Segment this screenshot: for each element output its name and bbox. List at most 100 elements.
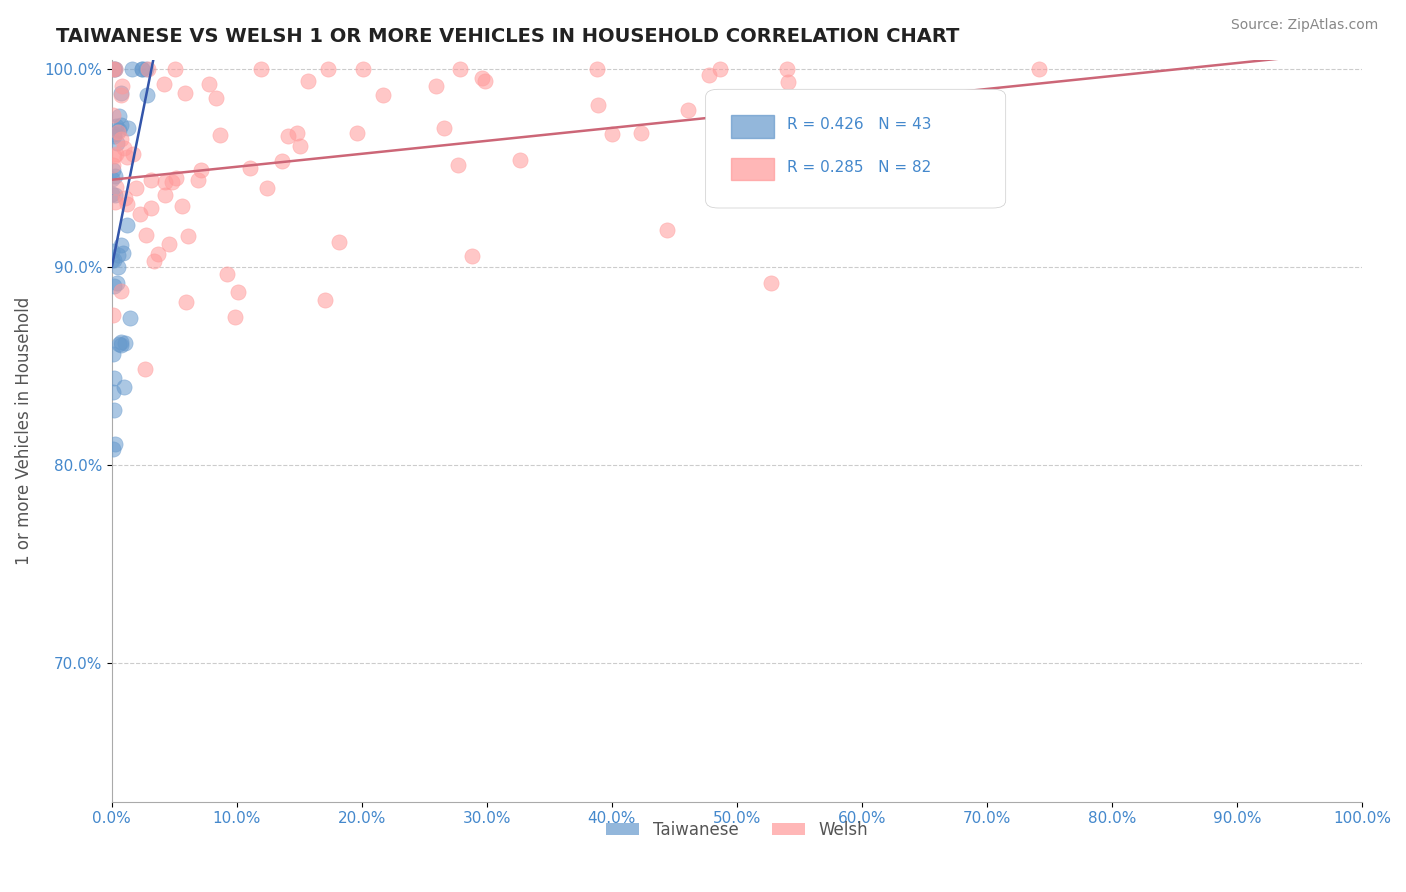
Point (250, 62, 273, 77)
Point (115, 196, 138, 211)
Point (709, 62, 731, 77)
Point (101, 62, 124, 77)
Text: R = 0.426   N = 43: R = 0.426 N = 43 (787, 118, 931, 132)
Text: TAIWANESE VS WELSH 1 OR MORE VEHICLES IN HOUSEHOLD CORRELATION CHART: TAIWANESE VS WELSH 1 OR MORE VEHICLES IN… (56, 27, 960, 45)
Point (239, 161, 262, 176)
Point (101, 157, 124, 171)
Point (135, 228, 157, 243)
Point (135, 87, 157, 102)
Point (226, 285, 249, 299)
Point (471, 71, 494, 86)
Point (187, 173, 209, 187)
Point (655, 223, 678, 237)
Point (630, 126, 652, 140)
Bar (731, 115, 775, 137)
Point (157, 236, 180, 251)
Point (776, 62, 799, 77)
Point (759, 276, 782, 290)
Point (104, 187, 127, 202)
Point (101, 163, 124, 178)
Point (142, 253, 165, 268)
Point (103, 129, 125, 144)
Point (162, 176, 184, 190)
Point (949, 110, 972, 124)
Point (297, 74, 319, 88)
Bar (731, 158, 775, 180)
Point (103, 370, 125, 384)
Point (103, 62, 125, 77)
Point (105, 147, 128, 161)
Point (433, 121, 456, 136)
Point (110, 337, 132, 351)
Point (107, 260, 129, 274)
Point (204, 91, 226, 105)
Point (174, 86, 197, 100)
Point (104, 62, 127, 77)
Point (114, 336, 136, 351)
Point (586, 62, 609, 77)
Point (134, 362, 156, 376)
Point (131, 62, 153, 77)
Point (103, 346, 125, 360)
Point (352, 62, 374, 77)
Point (111, 78, 134, 93)
Point (101, 108, 124, 122)
Point (288, 138, 311, 153)
FancyBboxPatch shape (706, 89, 1005, 208)
Point (110, 88, 132, 103)
Point (101, 308, 124, 322)
Point (129, 207, 152, 221)
Point (600, 127, 623, 141)
Point (215, 267, 238, 281)
Point (103, 62, 125, 77)
Point (101, 244, 124, 258)
Point (139, 202, 162, 216)
Point (118, 311, 141, 326)
Point (153, 174, 176, 188)
Point (110, 118, 132, 132)
Point (146, 247, 169, 261)
Point (276, 128, 298, 143)
Point (112, 141, 135, 155)
Point (256, 180, 278, 194)
Point (108, 336, 131, 351)
Point (107, 109, 129, 123)
Text: Source: ZipAtlas.com: Source: ZipAtlas.com (1230, 18, 1378, 32)
Point (103, 278, 125, 293)
Point (110, 131, 132, 145)
Point (346, 126, 368, 140)
Legend: Taiwanese, Welsh: Taiwanese, Welsh (599, 814, 875, 846)
Point (108, 123, 131, 137)
Point (139, 173, 162, 187)
Point (153, 188, 176, 202)
Point (285, 126, 308, 140)
Point (107, 136, 129, 150)
Point (136, 62, 159, 77)
Point (103, 149, 125, 163)
Point (678, 103, 700, 118)
Point (208, 128, 231, 143)
Text: R = 0.285   N = 82: R = 0.285 N = 82 (787, 160, 931, 175)
Point (104, 437, 127, 451)
Point (697, 68, 720, 82)
Point (101, 253, 124, 268)
Point (1028, 62, 1050, 77)
Point (110, 87, 132, 101)
Point (101, 385, 124, 400)
Point (190, 163, 212, 178)
Point (224, 310, 246, 324)
Point (588, 97, 610, 112)
Point (107, 125, 129, 139)
Point (176, 295, 198, 310)
Point (112, 245, 135, 260)
Point (104, 194, 127, 209)
Point (101, 187, 124, 202)
Point (153, 77, 176, 91)
Point (165, 62, 187, 77)
Point (131, 62, 153, 77)
Point (103, 252, 125, 267)
Point (110, 285, 132, 299)
Point (121, 147, 143, 161)
Point (425, 78, 447, 93)
Point (197, 78, 219, 92)
